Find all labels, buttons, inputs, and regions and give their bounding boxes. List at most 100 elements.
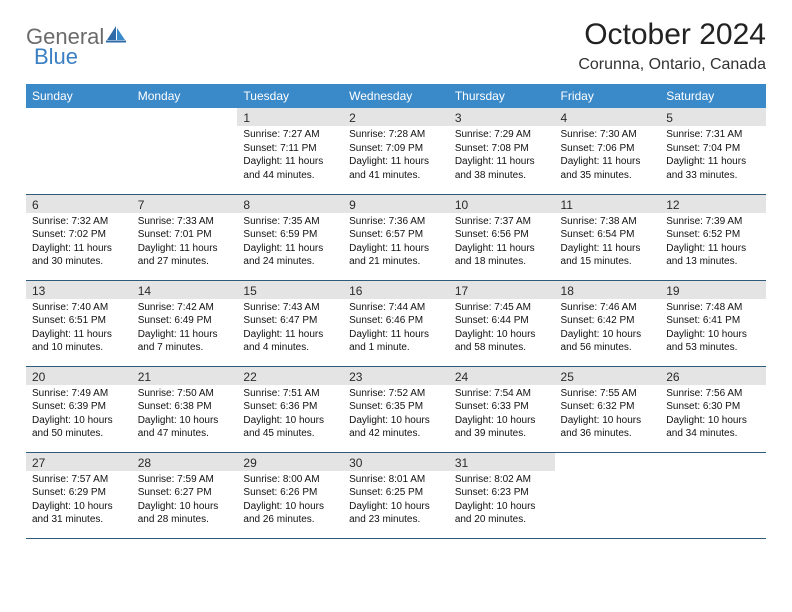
logo-text-blue: Blue <box>34 44 78 69</box>
calendar-day-cell: 4 Sunrise: 7:30 AMSunset: 7:06 PMDaylight… <box>555 108 661 194</box>
day-info: Sunrise: 7:42 AMSunset: 6:49 PMDaylight:… <box>138 301 232 355</box>
calendar-day-cell: 21 Sunrise: 7:50 AMSunset: 6:38 PMDayligh… <box>132 366 238 452</box>
calendar-page: General October 2024 Corunna, Ontario, C… <box>0 0 792 557</box>
calendar-day-cell: 1Sunrise: 7:27 AMSunset: 7:11 PMDaylight… <box>237 108 343 194</box>
calendar-day-cell: 15Sunrise: 7:43 AMSunset: 6:47 PMDayligh… <box>237 280 343 366</box>
calendar-week-row: 20 Sunrise: 7:49 AMSunset: 6:39 PMDayligh… <box>26 366 766 452</box>
day-number: 20 <box>26 367 132 385</box>
logo-sail-icon <box>106 25 126 48</box>
day-info: Sunrise: 7:38 AMSunset: 6:54 PMDaylight:… <box>561 215 655 269</box>
day-info: Sunrise: 7:50 AMSunset: 6:38 PMDaylight:… <box>138 387 232 441</box>
month-title: October 2024 <box>578 18 766 52</box>
calendar-day-cell: 29 Sunrise: 8:00 AMSunset: 6:26 PMDayligh… <box>237 452 343 538</box>
calendar-empty-cell <box>555 452 661 538</box>
day-number: 3 <box>449 108 555 126</box>
day-info: Sunrise: 8:02 AMSunset: 6:23 PMDaylight:… <box>455 473 549 527</box>
day-number: 18 <box>555 281 661 299</box>
calendar-day-cell: 31 Sunrise: 8:02 AMSunset: 6:23 PMDayligh… <box>449 452 555 538</box>
day-info: Sunrise: 7:43 AMSunset: 6:47 PMDaylight:… <box>243 301 337 355</box>
calendar-week-row: 13Sunrise: 7:40 AMSunset: 6:51 PMDayligh… <box>26 280 766 366</box>
day-header: Thursday <box>449 84 555 108</box>
day-info: Sunrise: 7:49 AMSunset: 6:39 PMDaylight:… <box>32 387 126 441</box>
day-header: Sunday <box>26 84 132 108</box>
calendar-day-cell: 17 Sunrise: 7:45 AMSunset: 6:44 PMDayligh… <box>449 280 555 366</box>
calendar-day-cell: 3 Sunrise: 7:29 AMSunset: 7:08 PMDaylight… <box>449 108 555 194</box>
day-info: Sunrise: 8:01 AMSunset: 6:25 PMDaylight:… <box>349 473 443 527</box>
day-info: Sunrise: 7:27 AMSunset: 7:11 PMDaylight:… <box>243 128 337 182</box>
calendar-day-cell: 25Sunrise: 7:55 AMSunset: 6:32 PMDayligh… <box>555 366 661 452</box>
calendar-day-cell: 28 Sunrise: 7:59 AMSunset: 6:27 PMDayligh… <box>132 452 238 538</box>
calendar-week-row: 1Sunrise: 7:27 AMSunset: 7:11 PMDaylight… <box>26 108 766 194</box>
day-info: Sunrise: 7:45 AMSunset: 6:44 PMDaylight:… <box>455 301 549 355</box>
day-number: 23 <box>343 367 449 385</box>
day-header: Saturday <box>660 84 766 108</box>
day-info: Sunrise: 7:31 AMSunset: 7:04 PMDaylight:… <box>666 128 760 182</box>
day-number: 28 <box>132 453 238 471</box>
day-info: Sunrise: 7:39 AMSunset: 6:52 PMDaylight:… <box>666 215 760 269</box>
calendar-day-cell: 6 Sunrise: 7:32 AMSunset: 7:02 PMDaylight… <box>26 194 132 280</box>
day-number: 17 <box>449 281 555 299</box>
day-number: 11 <box>555 195 661 213</box>
day-number: 19 <box>660 281 766 299</box>
day-number: 26 <box>660 367 766 385</box>
day-number: 14 <box>132 281 238 299</box>
header: General October 2024 Corunna, Ontario, C… <box>26 18 766 74</box>
day-info: Sunrise: 7:54 AMSunset: 6:33 PMDaylight:… <box>455 387 549 441</box>
day-info: Sunrise: 7:29 AMSunset: 7:08 PMDaylight:… <box>455 128 549 182</box>
calendar-day-cell: 27Sunrise: 7:57 AMSunset: 6:29 PMDayligh… <box>26 452 132 538</box>
day-number: 24 <box>449 367 555 385</box>
day-number: 4 <box>555 108 661 126</box>
day-number: 22 <box>237 367 343 385</box>
day-number: 7 <box>132 195 238 213</box>
calendar-day-cell: 5Sunrise: 7:31 AMSunset: 7:04 PMDaylight… <box>660 108 766 194</box>
calendar-day-cell: 30 Sunrise: 8:01 AMSunset: 6:25 PMDayligh… <box>343 452 449 538</box>
day-header: Friday <box>555 84 661 108</box>
calendar-body: 1Sunrise: 7:27 AMSunset: 7:11 PMDaylight… <box>26 108 766 538</box>
calendar-day-cell: 24 Sunrise: 7:54 AMSunset: 6:33 PMDayligh… <box>449 366 555 452</box>
day-number: 21 <box>132 367 238 385</box>
day-header-row: SundayMondayTuesdayWednesdayThursdayFrid… <box>26 84 766 108</box>
day-number: 31 <box>449 453 555 471</box>
calendar-day-cell: 8Sunrise: 7:35 AMSunset: 6:59 PMDaylight… <box>237 194 343 280</box>
calendar-day-cell: 2Sunrise: 7:28 AMSunset: 7:09 PMDaylight… <box>343 108 449 194</box>
day-number: 29 <box>237 453 343 471</box>
day-info: Sunrise: 8:00 AMSunset: 6:26 PMDaylight:… <box>243 473 337 527</box>
day-info: Sunrise: 7:51 AMSunset: 6:36 PMDaylight:… <box>243 387 337 441</box>
day-header: Wednesday <box>343 84 449 108</box>
calendar-day-cell: 22 Sunrise: 7:51 AMSunset: 6:36 PMDayligh… <box>237 366 343 452</box>
day-number: 25 <box>555 367 661 385</box>
calendar-day-cell: 13Sunrise: 7:40 AMSunset: 6:51 PMDayligh… <box>26 280 132 366</box>
calendar-week-row: 27Sunrise: 7:57 AMSunset: 6:29 PMDayligh… <box>26 452 766 538</box>
calendar-week-row: 6 Sunrise: 7:32 AMSunset: 7:02 PMDaylight… <box>26 194 766 280</box>
day-info: Sunrise: 7:56 AMSunset: 6:30 PMDaylight:… <box>666 387 760 441</box>
day-number: 30 <box>343 453 449 471</box>
day-info: Sunrise: 7:59 AMSunset: 6:27 PMDaylight:… <box>138 473 232 527</box>
calendar-day-cell: 12Sunrise: 7:39 AMSunset: 6:52 PMDayligh… <box>660 194 766 280</box>
day-header: Monday <box>132 84 238 108</box>
calendar-day-cell: 14 Sunrise: 7:42 AMSunset: 6:49 PMDayligh… <box>132 280 238 366</box>
day-info: Sunrise: 7:52 AMSunset: 6:35 PMDaylight:… <box>349 387 443 441</box>
day-info: Sunrise: 7:36 AMSunset: 6:57 PMDaylight:… <box>349 215 443 269</box>
calendar-empty-cell <box>660 452 766 538</box>
day-info: Sunrise: 7:33 AMSunset: 7:01 PMDaylight:… <box>138 215 232 269</box>
calendar-day-cell: 20 Sunrise: 7:49 AMSunset: 6:39 PMDayligh… <box>26 366 132 452</box>
day-info: Sunrise: 7:44 AMSunset: 6:46 PMDaylight:… <box>349 301 443 355</box>
day-info: Sunrise: 7:37 AMSunset: 6:56 PMDaylight:… <box>455 215 549 269</box>
location: Corunna, Ontario, Canada <box>578 56 766 74</box>
day-number: 2 <box>343 108 449 126</box>
calendar-empty-cell <box>26 108 132 194</box>
calendar-day-cell: 9Sunrise: 7:36 AMSunset: 6:57 PMDaylight… <box>343 194 449 280</box>
day-info: Sunrise: 7:48 AMSunset: 6:41 PMDaylight:… <box>666 301 760 355</box>
calendar-day-cell: 23 Sunrise: 7:52 AMSunset: 6:35 PMDayligh… <box>343 366 449 452</box>
logo-text-blue-wrap: Blue <box>34 44 78 70</box>
day-number: 6 <box>26 195 132 213</box>
day-header: Tuesday <box>237 84 343 108</box>
day-number: 13 <box>26 281 132 299</box>
day-info: Sunrise: 7:32 AMSunset: 7:02 PMDaylight:… <box>32 215 126 269</box>
day-info: Sunrise: 7:30 AMSunset: 7:06 PMDaylight:… <box>561 128 655 182</box>
calendar-day-cell: 16 Sunrise: 7:44 AMSunset: 6:46 PMDayligh… <box>343 280 449 366</box>
day-number: 27 <box>26 453 132 471</box>
calendar-day-cell: 11 Sunrise: 7:38 AMSunset: 6:54 PMDayligh… <box>555 194 661 280</box>
calendar-empty-cell <box>132 108 238 194</box>
day-number: 16 <box>343 281 449 299</box>
